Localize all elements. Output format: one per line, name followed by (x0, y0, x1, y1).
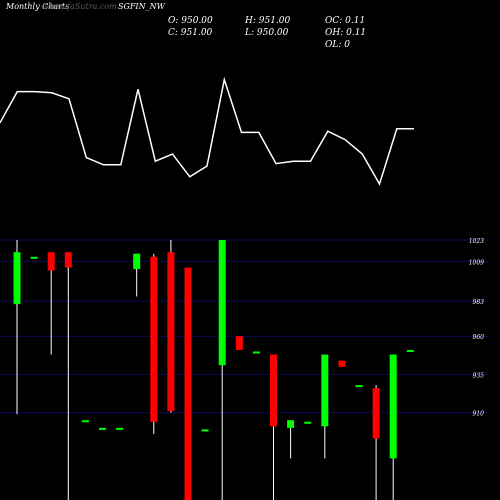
y-tick-label: 910 (473, 411, 485, 418)
candle-body (116, 427, 124, 430)
y-tick-label: 960 (473, 334, 485, 341)
candle (252, 351, 260, 354)
candle-body (150, 256, 158, 422)
candle (81, 420, 89, 423)
symbol-label: SGFIN_NW (118, 2, 165, 11)
candle-body (270, 354, 277, 427)
candle (184, 267, 192, 500)
oh-value: OH: 0.11 (325, 28, 367, 38)
line-series (0, 76, 414, 186)
y-tick-label: 983 (473, 299, 485, 306)
candle-body (64, 252, 72, 268)
candle (30, 256, 38, 259)
candle (338, 360, 346, 367)
candle (150, 253, 158, 434)
candle (372, 385, 380, 500)
candle (321, 354, 329, 459)
candle (13, 240, 21, 415)
candle (201, 429, 209, 432)
candle-body (201, 429, 209, 432)
candle-body (99, 427, 106, 430)
candle (287, 420, 295, 459)
oc-value: OC: 0.11 (325, 16, 366, 26)
candle-body (30, 256, 38, 259)
candle-body (355, 385, 363, 388)
candle (270, 354, 277, 500)
y-tick-label: 1009 (469, 259, 484, 266)
candle-body (252, 351, 260, 354)
candle (99, 427, 106, 430)
candle-body (184, 267, 192, 500)
candle-body (218, 240, 226, 366)
candle-body (287, 420, 295, 428)
candle-body (13, 252, 21, 305)
candle-body (81, 420, 89, 423)
candlestick-series (13, 240, 414, 500)
price-grid (0, 239, 488, 414)
candle-body (47, 252, 55, 271)
candle-body (167, 252, 175, 412)
candle-body (406, 349, 414, 352)
candle-body (389, 354, 397, 459)
candle (64, 252, 72, 500)
candle (389, 354, 397, 500)
candle (47, 252, 55, 355)
candle-body (133, 253, 141, 270)
low-value: L: 950.00 (245, 28, 289, 38)
candle (235, 336, 243, 350)
high-value: H: 951.00 (245, 16, 291, 26)
y-tick-label: 935 (473, 372, 485, 379)
candle (304, 421, 312, 424)
close-value: C: 951.00 (168, 28, 213, 38)
y-tick-label: 1023 (469, 238, 484, 245)
open-value: O: 950.00 (168, 16, 213, 26)
candle (116, 427, 124, 430)
chart-title-text: Monthly Charts (6, 2, 70, 11)
candle-body (304, 421, 312, 424)
candle-body (321, 354, 329, 427)
candle (406, 349, 414, 352)
candle (133, 253, 141, 297)
candle (167, 240, 175, 413)
candle-body (338, 360, 346, 367)
chart-title: Monthly Charts MunafaSutra.com (6, 2, 117, 11)
ol-value: OL: 0 (325, 40, 350, 50)
price-axis: 1023 1009 983 960 935 910 (469, 238, 484, 418)
candle-body (372, 388, 380, 439)
candle (218, 240, 226, 500)
candle-body (235, 336, 243, 350)
watermark: MunafaSutra.com (43, 2, 117, 11)
candle (355, 385, 363, 388)
line-indicator (0, 76, 415, 186)
